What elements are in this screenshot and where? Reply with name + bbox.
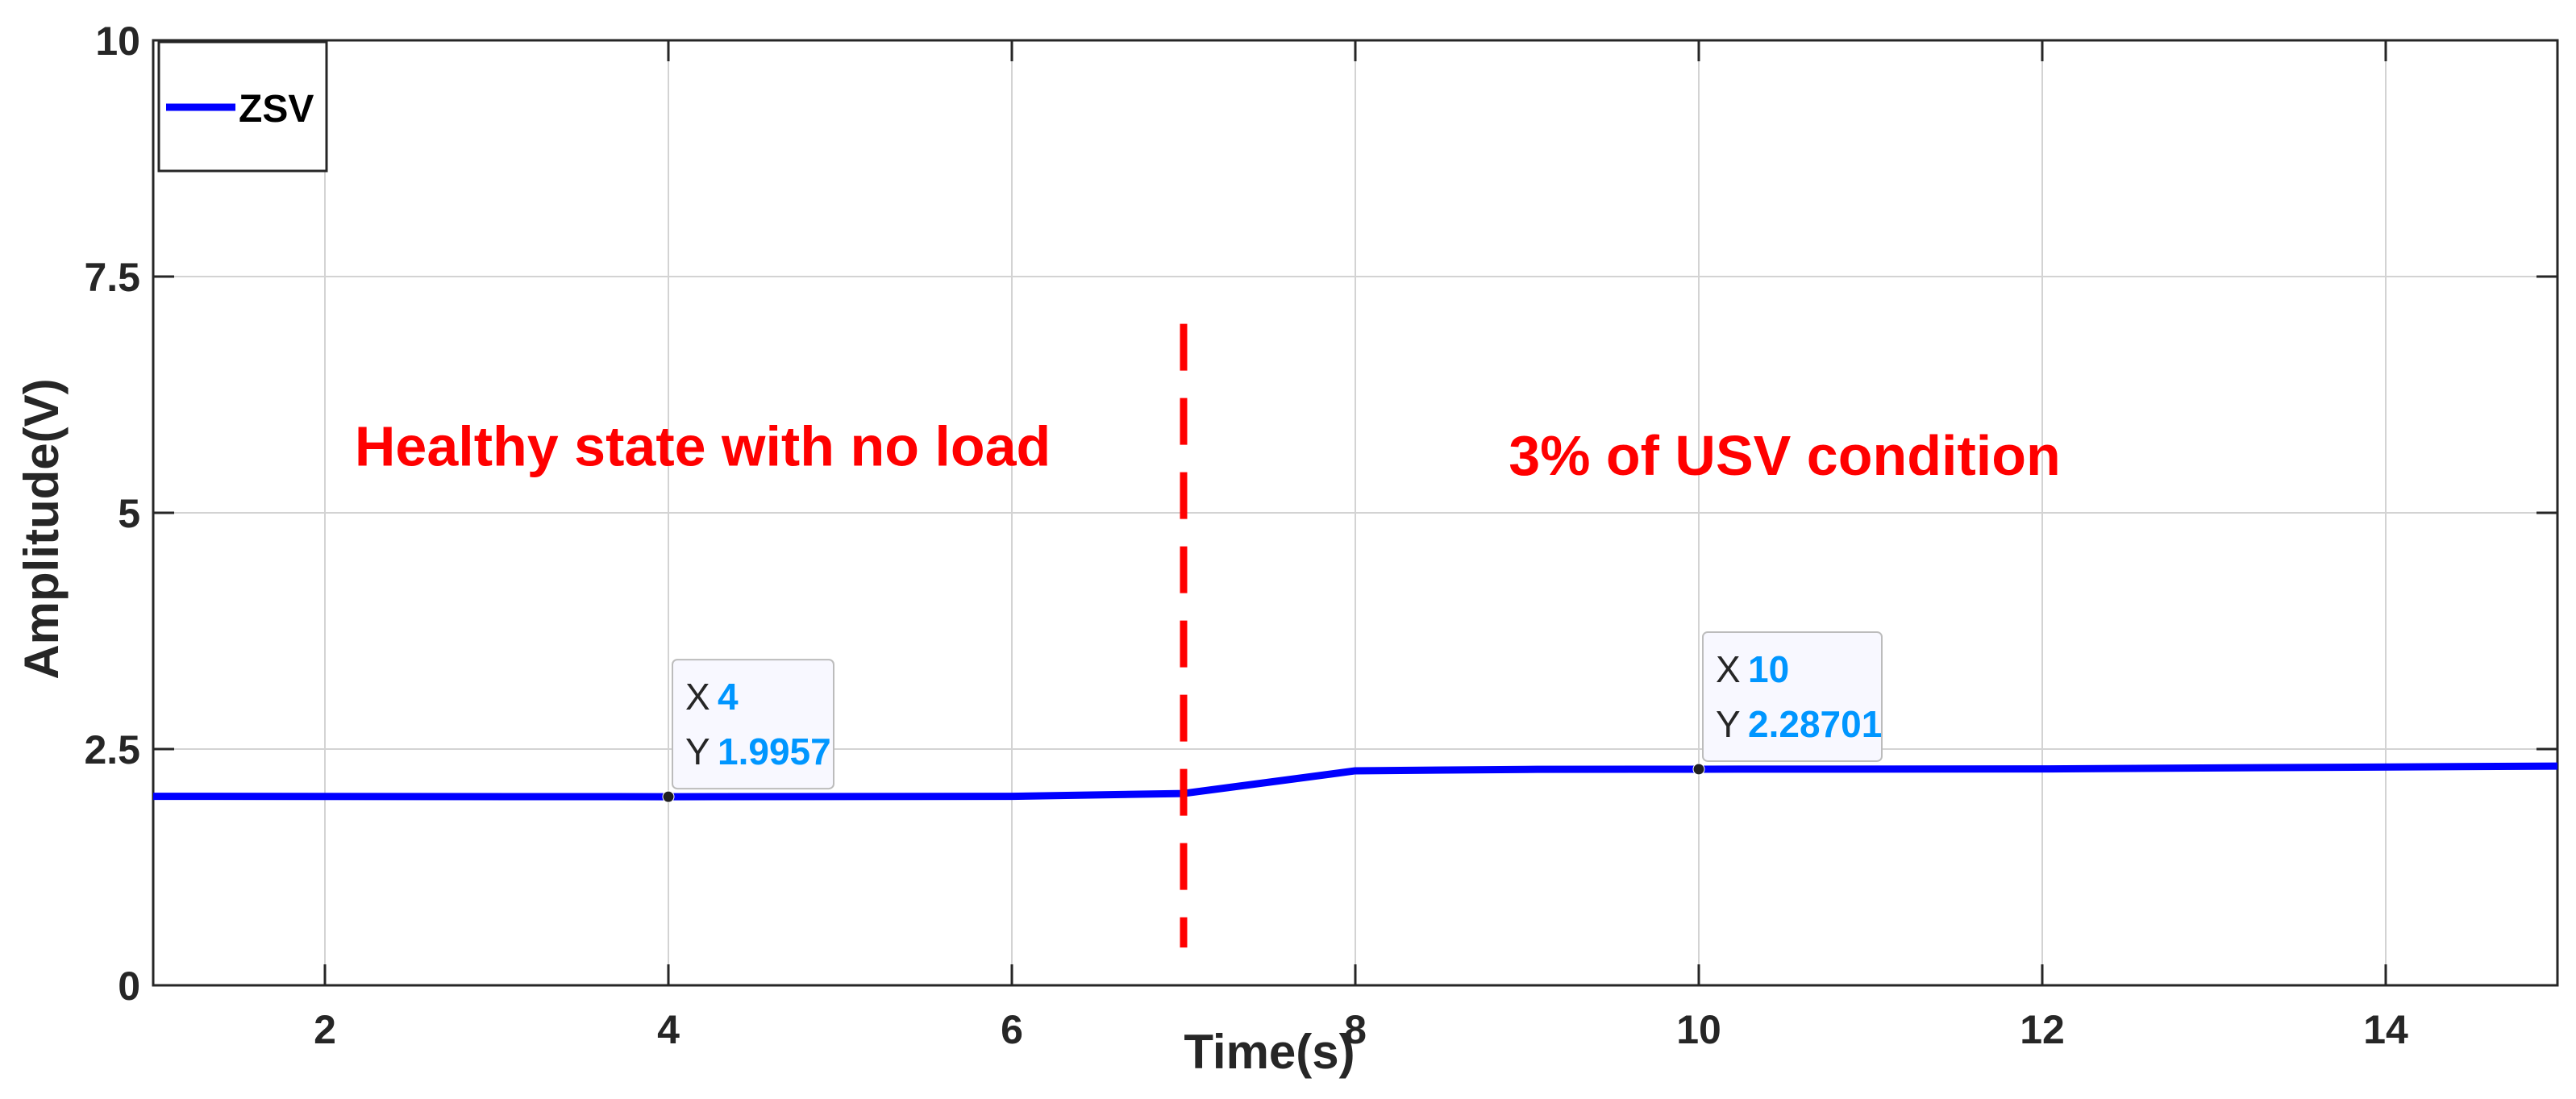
datatip-y-value-1: 2.28701 [1748,703,1882,745]
x-tick-label-6: 14 [2363,1007,2408,1052]
y-axis-label: Amplitude(V) [15,378,69,679]
y-tick-label-1: 2.5 [84,727,140,772]
y-tick-label-0: 0 [118,964,140,1009]
x-tick-label-0: 2 [314,1007,336,1052]
y-tick-label-2: 5 [118,491,140,536]
annotation-0: Healthy state with no load [355,414,1051,477]
x-tick-label-2: 6 [1001,1007,1023,1052]
datatip-y-value-0: 1.9957 [718,731,831,772]
x-tick-label-5: 12 [2020,1007,2065,1052]
datatip-x-key-1: X [1716,648,1741,690]
x-tick-label-3: 8 [1344,1007,1367,1052]
datatip-box-0 [672,659,834,790]
series-line-zsv [152,762,2558,801]
datatip-marker-1 [1692,763,1705,776]
annotation-1: 3% of USV condition [1509,424,2060,487]
datatip-x-value-0: 4 [718,676,739,718]
datatip-x-value-1: 10 [1748,648,1789,690]
legend-label-zsv: ZSV [239,88,314,131]
legend: ZSV [157,40,328,173]
datatip-marker-0 [662,790,675,803]
datatip-y-key-0: Y [685,731,710,772]
x-axis-label: Time(s) [1184,1025,1355,1079]
x-tick-label-4: 10 [1676,1007,1721,1052]
y-tick-label-4: 10 [95,19,140,64]
y-tick-label-3: 7.5 [84,255,140,300]
datatip-x-key-0: X [685,676,710,718]
x-tick-label-1: 4 [657,1007,680,1052]
datatip-box-1 [1702,631,1883,762]
datatip-y-key-1: Y [1716,703,1741,745]
